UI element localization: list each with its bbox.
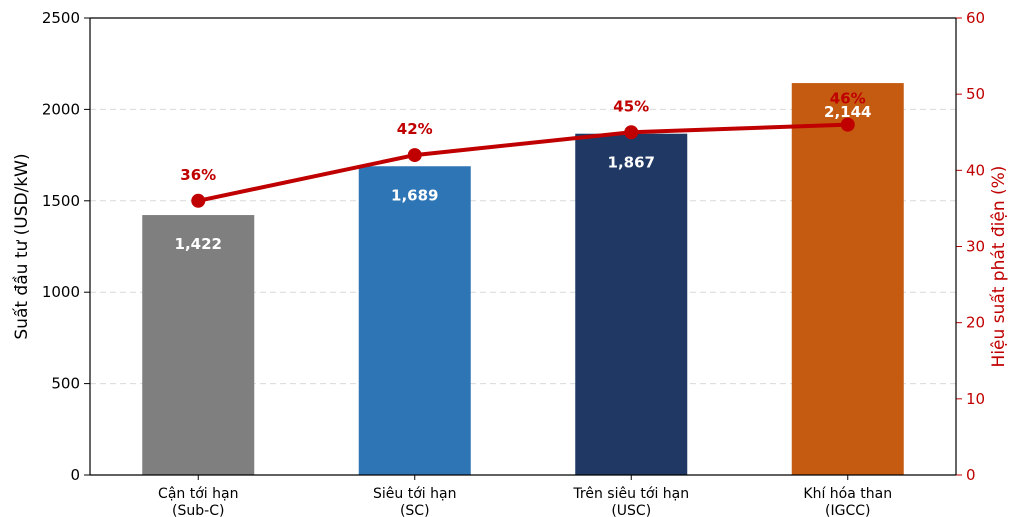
efficiency-point [624,125,639,140]
x-tick-label-line: (IGCC) [825,503,870,517]
bar-value-label: 1,422 [175,235,222,253]
bar-value-label: 1,867 [608,154,655,172]
y-tick-label: 500 [51,375,80,393]
bar [358,166,471,475]
axes-frame [84,17,962,480]
x-tick-label: Siêu tới hạn (SC) [373,486,456,517]
bar-layer [142,83,904,476]
efficiency-point [407,148,422,163]
x-tick-label: Khí hóa than (IGCC) [803,486,892,517]
bar [142,215,255,475]
line-layer [191,117,855,208]
x-tick-label: Cận tới hạn (Sub-C) [158,486,238,517]
bar [791,83,904,476]
x-tick-label-line: Cận tới hạn [158,486,238,502]
y-tick-label: 0 [70,466,80,484]
y2-tick-label: 30 [966,238,985,256]
x-tick-label-line: (USC) [611,503,651,517]
efficiency-line [197,122,848,203]
y-tick-label: 2000 [42,100,80,118]
x-tick-label-line: Trên siêu tới hạn [572,486,689,502]
x-tick-label: Trên siêu tới hạn (USC) [572,486,689,517]
efficiency-label: 45% [613,97,649,115]
y2-tick-label: 60 [966,9,985,27]
y2-tick-label: 50 [966,85,985,103]
bar [575,133,688,475]
y2-tick-label: 10 [966,390,985,408]
bar-value-label: 1,689 [391,186,438,204]
y2-tick-label: 40 [966,161,985,179]
y2-axis-title: Hiệu suất phát điện (%) [988,166,1009,368]
efficiency-point [191,193,206,208]
efficiency-label: 46% [830,90,866,108]
y-axis-title: Suất đầu tư (USD/kW) [11,153,32,339]
x-tick-label-line: Siêu tới hạn [373,486,456,502]
x-tick-label-line: Khí hóa than [803,486,892,502]
label-layer: 0 500 1000 1500 2000 2500 0 10 20 30 40 50 60 1,422 1,… [42,9,985,517]
efficiency-label: 36% [180,166,216,184]
efficiency-label: 42% [397,120,433,138]
bar-value-label: 2,144 [824,103,871,121]
x-tick-label-line: (SC) [400,503,430,517]
y-tick-label: 1500 [42,192,80,210]
y2-tick-label: 20 [966,314,985,332]
efficiency-point [840,117,855,132]
y2-tick-label: 0 [966,466,976,484]
y-tick-label: 1000 [42,283,80,301]
y-tick-label: 2500 [42,9,80,27]
x-tick-label-line: (Sub-C) [172,503,224,517]
